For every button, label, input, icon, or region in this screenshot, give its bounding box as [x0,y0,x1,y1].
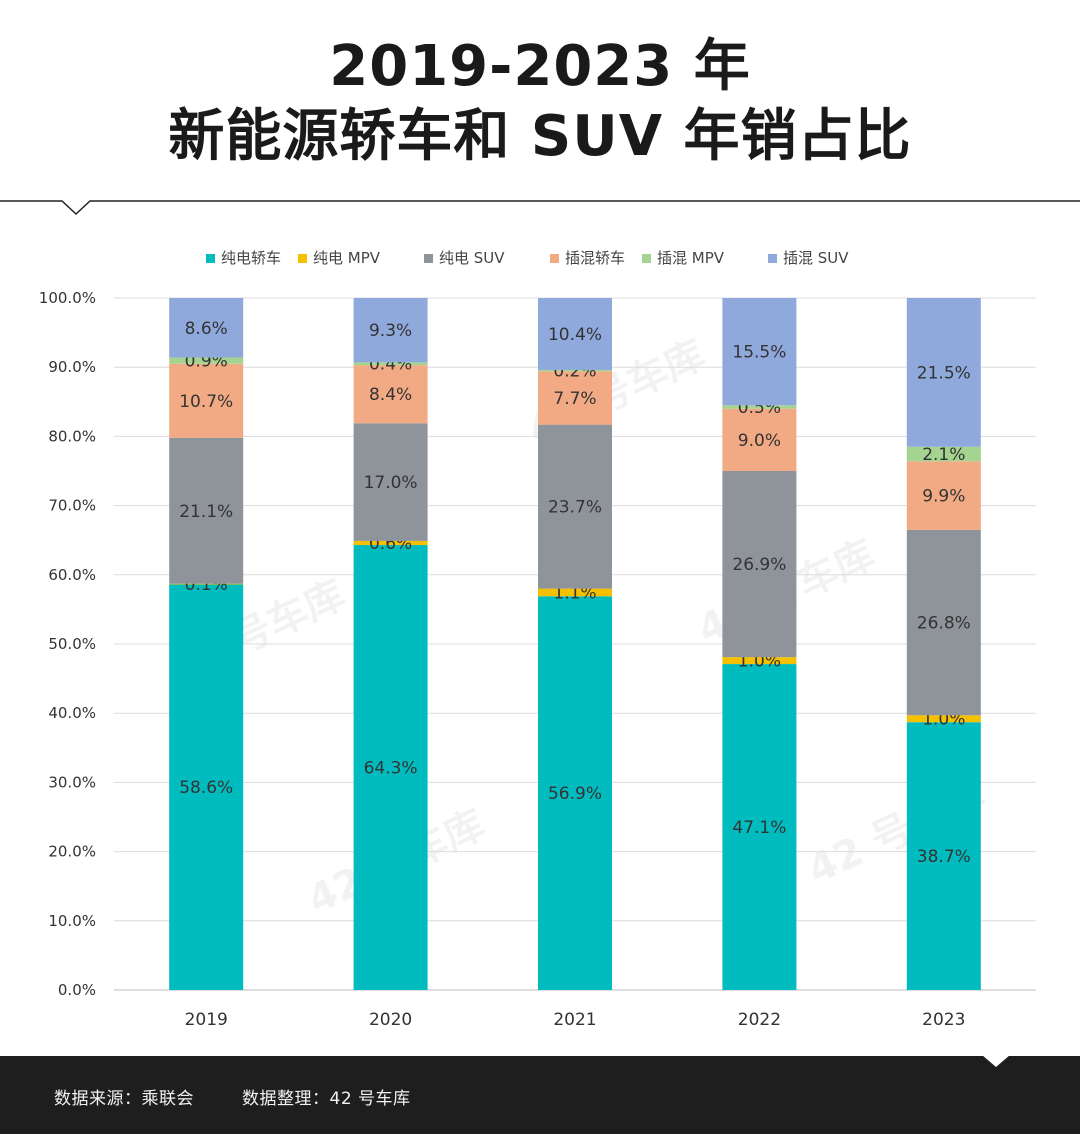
data-label: 23.7% [548,498,602,518]
x-tick-label: 2021 [553,1010,596,1030]
bar-segment [538,369,612,372]
y-tick-label: 70.0% [48,497,96,515]
organizer-note: 数据整理：42 号车库 [242,1089,411,1109]
legend-label: 插混 SUV [783,249,849,267]
bar-segment [169,363,244,438]
title-block: 2019-2023 年 新能源轿车和 SUV 年销占比 [0,0,1080,200]
bar-segment [906,461,981,530]
bar-segment [538,298,612,370]
legend-label: 插混 MPV [657,249,725,267]
bar-segment [353,365,428,424]
data-label: 9.0% [738,431,781,451]
y-tick-label: 30.0% [48,773,96,791]
data-label: 9.9% [922,487,965,507]
bar-segment [169,437,244,584]
chart-title-line-2: 新能源轿车和 SUV 年销占比 [168,104,912,169]
y-tick-label: 10.0% [48,912,96,930]
bar-segment [906,715,981,723]
data-label: 7.7% [553,389,596,409]
legend-label: 纯电 SUV [439,249,505,267]
bar-segment [722,657,797,665]
data-label: 2.1% [922,445,965,465]
bar-segment [722,664,797,990]
bar-segment [722,405,797,409]
bar-segment [538,588,612,597]
bar-segment [722,408,797,471]
legend-swatch [424,254,433,263]
data-label: 10.7% [179,392,233,412]
legend-swatch [642,254,651,263]
y-tick-label: 60.0% [48,566,96,584]
bar-segment [906,446,981,462]
bar-segment [169,357,244,364]
data-label: 8.6% [185,319,228,339]
legend-swatch [550,254,559,263]
data-label: 58.6% [179,778,233,798]
data-label: 26.9% [732,555,786,575]
data-label: 10.4% [548,325,602,345]
data-label: 56.9% [548,784,602,804]
bar-segment [906,529,981,716]
bar-segment [169,584,244,990]
bar-segment [906,722,981,990]
x-tick-label: 2019 [185,1010,228,1030]
data-label: 26.8% [917,614,971,634]
data-label: 9.3% [369,321,412,341]
header-divider [0,200,1080,216]
bar-segment [538,596,612,990]
bar-segment [353,545,428,990]
bar-segment [722,471,797,658]
bar-segment [353,298,428,363]
bar-segment [169,583,244,585]
y-tick-label: 100.0% [39,289,96,307]
chart-svg: 0.0% 10.0% 20.0% 30.0% 40.0% 50.0% 60.0% 70.0% 8… [39,249,1036,1030]
bar-segment [538,371,612,425]
data-label: 64.3% [364,759,418,779]
y-tick-label: 20.0% [48,843,96,861]
bar-segment [906,298,981,447]
y-tick-label: 50.0% [48,635,96,653]
chart-title-line-1: 2019-2023 年 [329,34,751,99]
bar-segment [353,540,428,546]
bar-segment [538,424,612,589]
legend-swatch [768,254,777,263]
bar-segment [353,423,428,541]
y-tick-label: 90.0% [48,358,96,376]
legend-label: 纯电轿车 [221,249,281,267]
y-tick-label: 40.0% [48,704,96,722]
data-label: 8.4% [369,385,412,405]
data-label: 17.0% [364,473,418,493]
data-label: 47.1% [732,818,786,838]
footer-notch [982,1055,1010,1067]
legend-label: 纯电 MPV [313,249,381,267]
legend-swatch [298,254,307,263]
bar-segment [722,298,797,406]
data-label: 21.1% [179,502,233,522]
y-tick-label: 80.0% [48,427,96,445]
footer: 数据来源：乘联会 数据整理：42 号车库 [0,1055,1080,1134]
data-label: 15.5% [732,343,786,363]
source-note: 数据来源：乘联会 [54,1089,194,1109]
data-label: 38.7% [917,847,971,867]
bar-segment [169,298,244,358]
x-tick-label: 2022 [738,1010,781,1030]
legend-swatch [206,254,215,263]
stacked-bar-chart: 0.0% 10.0% 20.0% 30.0% 40.0% 50.0% 60.0% 70.0% 8… [0,230,1080,1050]
legend-label: 插混轿车 [565,249,625,267]
x-tick-label: 2023 [922,1010,965,1030]
y-tick-label: 0.0% [58,981,96,999]
bar-segment [353,362,428,366]
x-tick-label: 2020 [369,1010,412,1030]
data-label: 21.5% [917,363,971,383]
